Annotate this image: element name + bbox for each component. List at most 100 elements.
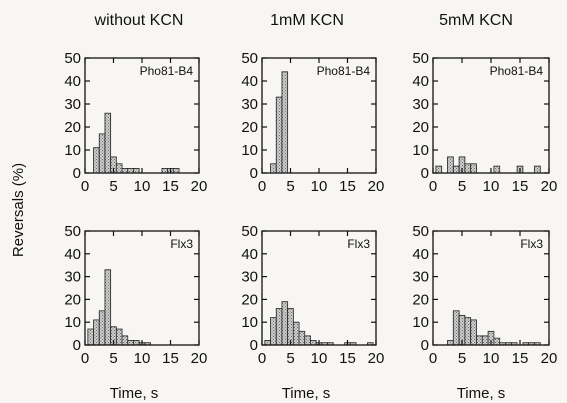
y-tick-label: 50 <box>64 50 81 67</box>
x-tick-label: 0 <box>258 178 266 195</box>
panel-strain-label: Pho81-B4 <box>317 64 371 78</box>
x-axis-title-col3: Time, s <box>457 385 506 402</box>
histogram-bar <box>310 340 317 346</box>
x-tick-label: 20 <box>191 178 208 195</box>
histogram-bar <box>470 319 477 346</box>
y-tick-label: 40 <box>64 246 81 263</box>
x-tick-label: 15 <box>339 350 356 367</box>
y-tick-label: 0 <box>73 337 81 354</box>
column-title-5mm-kcn: 5mM KCN <box>439 12 513 29</box>
histogram-bar <box>270 163 277 174</box>
y-tick-label: 20 <box>412 291 429 308</box>
histogram-bar <box>115 163 123 174</box>
histogram-bar <box>464 317 472 346</box>
x-tick-label: 5 <box>458 178 466 195</box>
x-tick-label: 10 <box>311 350 328 367</box>
x-tick-label: 5 <box>109 350 117 367</box>
y-tick-label: 30 <box>241 269 258 286</box>
panel-strain-label: Flx3 <box>170 237 193 251</box>
histogram-panel: 0 10 20 30 40 50 0 5 10 15 20 Flx3 <box>64 223 207 367</box>
y-tick-label: 30 <box>241 96 258 113</box>
y-tick-label: 10 <box>241 142 258 159</box>
y-tick-label: 50 <box>412 50 429 67</box>
histogram-bar <box>493 337 501 346</box>
histogram-bar <box>493 165 501 174</box>
x-tick-label: 5 <box>458 350 466 367</box>
x-tick-label: 5 <box>286 178 294 195</box>
panel-strain-label: Flx3 <box>520 237 543 251</box>
y-tick-label: 0 <box>73 165 81 182</box>
y-tick-label: 20 <box>241 291 258 308</box>
y-tick-label: 20 <box>64 119 81 136</box>
x-tick-label: 0 <box>429 178 437 195</box>
histogram-bar <box>121 167 129 174</box>
y-tick-label: 40 <box>412 73 429 90</box>
histogram-bar <box>435 165 443 174</box>
histogram-bar <box>133 167 140 174</box>
x-tick-label: 0 <box>429 350 437 367</box>
histogram-bar <box>464 163 472 174</box>
histogram-panel: 0 10 20 30 40 50 0 5 10 15 20 Flx3 <box>241 223 384 367</box>
histogram-bar <box>281 301 289 346</box>
x-tick-label: 0 <box>81 350 89 367</box>
y-tick-label: 50 <box>64 223 81 240</box>
x-tick-label: 0 <box>258 350 266 367</box>
x-tick-label: 20 <box>541 350 558 367</box>
x-tick-label: 15 <box>339 178 356 195</box>
y-tick-label: 10 <box>64 142 81 159</box>
x-tick-label: 5 <box>109 178 117 195</box>
x-tick-label: 10 <box>311 178 328 195</box>
histogram-bar <box>127 340 134 346</box>
histogram-bar <box>476 335 483 346</box>
x-tick-label: 10 <box>134 350 151 367</box>
x-tick-label: 20 <box>368 350 385 367</box>
y-tick-label: 30 <box>412 96 429 113</box>
y-tick-label: 30 <box>64 96 81 113</box>
y-tick-label: 10 <box>241 314 258 331</box>
histogram-bar <box>133 340 140 346</box>
y-tick-label: 20 <box>64 291 81 308</box>
y-tick-label: 0 <box>250 165 258 182</box>
panel-strain-label: Flx3 <box>347 237 370 251</box>
x-tick-label: 15 <box>162 178 179 195</box>
histogram-bar <box>447 156 454 174</box>
x-tick-label: 20 <box>191 350 208 367</box>
x-tick-label: 20 <box>541 178 558 195</box>
histogram-bar <box>452 165 460 174</box>
y-tick-label: 50 <box>241 223 258 240</box>
y-tick-label: 30 <box>64 269 81 286</box>
histogram-bar <box>121 335 129 346</box>
y-tick-label: 20 <box>241 119 258 136</box>
x-tick-label: 10 <box>483 178 500 195</box>
y-tick-label: 40 <box>64 73 81 90</box>
histogram-bar <box>104 112 112 174</box>
histogram-bar <box>281 71 289 174</box>
y-tick-label: 0 <box>421 165 429 182</box>
y-axis-title: Reversals (%) <box>10 163 27 257</box>
x-axis-title-col1: Time, s <box>110 385 159 402</box>
histogram-bar <box>87 328 94 346</box>
histogram-panel: 0 10 20 30 40 50 0 5 10 15 20 Pho81-B4 <box>64 50 207 195</box>
y-tick-label: 50 <box>241 50 258 67</box>
y-tick-label: 40 <box>241 73 258 90</box>
x-tick-label: 15 <box>512 178 529 195</box>
histogram-bar <box>127 167 134 174</box>
y-tick-label: 10 <box>412 142 429 159</box>
histogram-bar <box>275 308 283 346</box>
histogram-bar <box>470 163 477 174</box>
histogram-bar <box>287 308 294 346</box>
histogram-bar <box>292 321 300 346</box>
histogram-bar <box>304 335 311 346</box>
x-tick-label: 10 <box>134 178 151 195</box>
histogram-bar <box>115 328 123 346</box>
histogram-panel: 0 10 20 30 40 50 0 5 10 15 20 Flx3 <box>412 223 557 367</box>
histogram-bar <box>452 310 460 346</box>
y-tick-label: 30 <box>412 269 429 286</box>
panel-strain-label: Pho81-B4 <box>490 64 544 78</box>
histogram-bar <box>98 310 106 346</box>
y-tick-label: 0 <box>421 337 429 354</box>
y-tick-label: 0 <box>250 337 258 354</box>
histogram-bar <box>264 340 271 346</box>
histogram-bar <box>275 96 283 174</box>
